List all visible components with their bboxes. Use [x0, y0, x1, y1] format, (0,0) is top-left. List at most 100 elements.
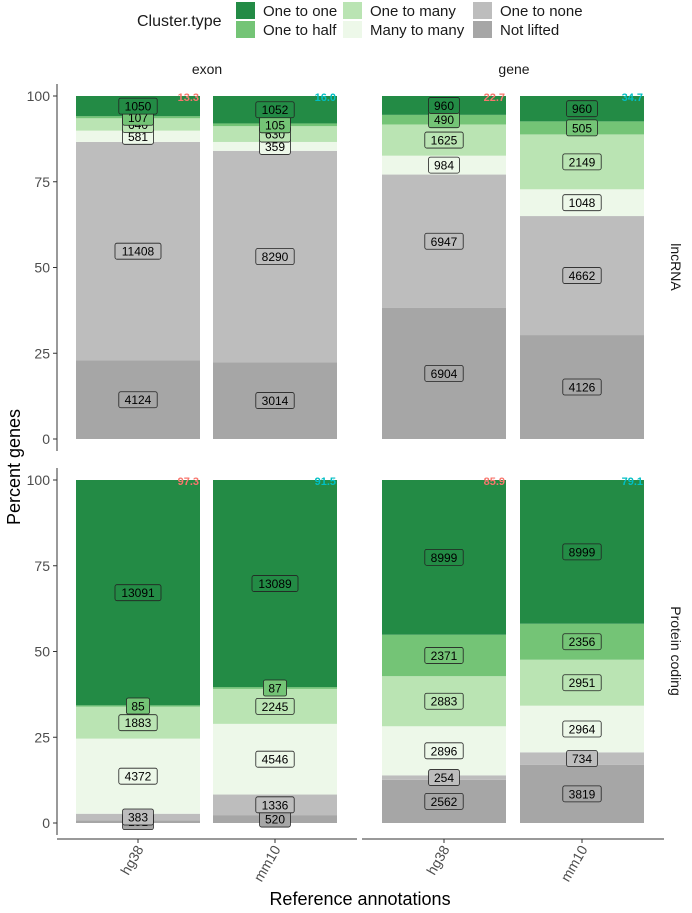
- data-label-box: [562, 633, 602, 651]
- data-label: 960: [572, 102, 592, 116]
- legend-title: Cluster.type: [137, 13, 222, 30]
- data-label-box: [262, 679, 287, 697]
- data-label-box: [566, 750, 598, 767]
- bar-protein-coding-gene-mm10: 3819 734 2964 2951 2356 8999 79.1: [520, 476, 644, 823]
- facet-panels: 412411408581640107105013.330148290359630…: [76, 92, 644, 831]
- bar-protein-coding-gene-hg38: 2562 254 2896 2883 2371 8999 85.9: [382, 476, 506, 823]
- data-label: 87: [268, 682, 282, 696]
- y-tick-label: 0: [42, 815, 50, 831]
- total-annotation: 91.5: [315, 476, 336, 488]
- facet-title-lncrna: lncRNA: [668, 243, 684, 291]
- data-label: 8999: [569, 545, 596, 559]
- y-axis-label: Percent genes: [4, 409, 24, 525]
- y-tick-label: 0: [42, 431, 50, 447]
- data-label: 1883: [125, 716, 152, 730]
- data-label: 505: [572, 121, 592, 135]
- data-label-box: [122, 808, 154, 826]
- data-label-box: [562, 674, 602, 692]
- data-label: 13091: [121, 586, 155, 600]
- facet-title-protein-coding: Protein coding: [668, 606, 684, 696]
- data-label-box: [255, 101, 295, 119]
- data-label: 2562: [431, 795, 458, 809]
- legend-key-one-to-half: [236, 21, 255, 38]
- legend-label: Not lifted: [500, 22, 559, 39]
- data-label-box: [566, 119, 598, 137]
- data-label-box: [114, 242, 162, 260]
- data-label: 4124: [125, 393, 152, 407]
- data-label-box: [118, 767, 158, 785]
- data-label: 2356: [569, 635, 596, 649]
- data-label-box: [562, 785, 602, 803]
- data-label-box: [428, 156, 460, 174]
- data-label: 3014: [262, 394, 289, 408]
- legend-key-not-lifted: [473, 21, 492, 38]
- data-label: 2951: [569, 676, 596, 690]
- x-tick-label: mm10: [557, 842, 590, 884]
- data-label: 4546: [262, 753, 289, 767]
- data-label: 984: [434, 159, 454, 173]
- data-label-box: [424, 232, 464, 250]
- data-label: 2149: [569, 155, 596, 169]
- data-label-box: [424, 131, 464, 149]
- data-label: 2371: [431, 649, 458, 663]
- data-label-box: [424, 742, 464, 760]
- data-label-box: [424, 647, 464, 664]
- data-label-box: [562, 378, 602, 396]
- data-label: 105: [265, 118, 285, 132]
- total-annotation: 16.0: [315, 92, 336, 104]
- data-label: 85: [131, 700, 145, 714]
- bar-lncrna-gene-mm10: 4126 4662 1048 2149 505 960 34.7: [520, 92, 644, 439]
- data-label-box: [126, 697, 151, 715]
- total-annotation: 97.3: [178, 476, 199, 488]
- data-label: 4126: [569, 381, 596, 395]
- legend-label: One to none: [500, 3, 583, 20]
- y-tick-label: 50: [34, 644, 50, 660]
- data-label-box: [424, 365, 464, 382]
- y-tick-label: 25: [34, 345, 50, 361]
- legend-label: One to half: [263, 22, 337, 39]
- data-label: 490: [434, 113, 454, 127]
- x-tick-label: hg38: [117, 842, 147, 877]
- data-label-box: [424, 548, 464, 566]
- y-tick-label: 100: [27, 472, 51, 488]
- data-label: 6904: [431, 367, 458, 381]
- data-label: 1048: [569, 196, 596, 210]
- data-label-box: [118, 97, 158, 115]
- total-annotation: 13.3: [178, 92, 199, 104]
- legend: Cluster.type One to one One to half One to…: [137, 2, 583, 39]
- data-label-box: [255, 697, 295, 715]
- legend-key-one-to-none: [473, 2, 492, 19]
- data-label-box: [562, 720, 602, 738]
- data-label-box: [424, 792, 464, 810]
- data-label: 1050: [125, 100, 152, 114]
- bar-lncrna-exon-hg38: 412411408581640107105013.3: [76, 92, 200, 439]
- legend-key-many-to-many: [343, 21, 362, 38]
- total-annotation: 79.1: [622, 476, 643, 488]
- data-label-box: [562, 267, 602, 284]
- data-label-box: [424, 692, 464, 710]
- legend-key-one-to-many: [343, 2, 362, 19]
- total-annotation: 34.7: [622, 92, 643, 104]
- data-label-box: [562, 194, 602, 212]
- y-tick-label: 100: [27, 88, 51, 104]
- facet-title-gene: gene: [498, 61, 529, 77]
- total-annotation: 85.9: [484, 476, 505, 488]
- data-label: 1052: [262, 103, 289, 117]
- data-label-box: [255, 796, 295, 814]
- y-tick-label: 25: [34, 729, 50, 745]
- data-label-box: [255, 392, 295, 409]
- y-tick-label: 75: [34, 558, 50, 574]
- data-label: 13089: [258, 577, 292, 591]
- data-label: 734: [572, 752, 592, 766]
- data-label-box: [255, 248, 295, 265]
- data-label-box: [562, 543, 602, 561]
- data-label-box: [251, 575, 299, 592]
- data-label-box: [562, 153, 602, 171]
- data-label: 254: [434, 771, 454, 785]
- legend-label: One to one: [263, 3, 337, 20]
- data-label-box: [428, 769, 460, 786]
